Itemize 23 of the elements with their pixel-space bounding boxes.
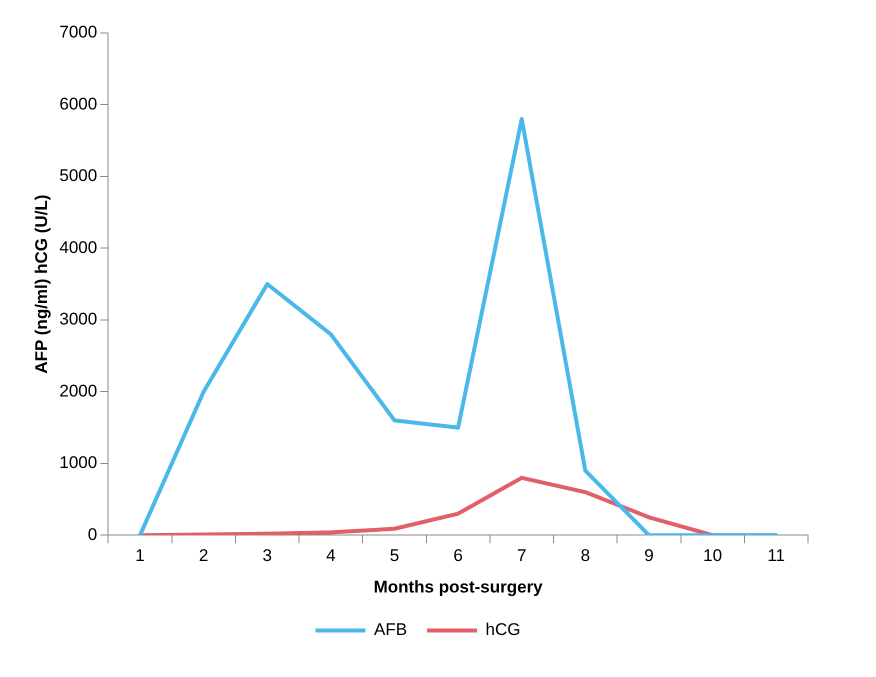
x-axis-title: Months post-surgery — [374, 577, 544, 596]
x-tick-label: 5 — [390, 546, 400, 566]
x-tick-label: 2 — [198, 546, 208, 566]
legend-label: hCG — [486, 620, 521, 640]
y-tick-label: 4000 — [59, 238, 98, 257]
x-tick-label: 11 — [767, 546, 786, 566]
y-axis-title: AFP (ng/ml) hCG (U/L) — [32, 194, 51, 374]
y-tick-label: 2000 — [59, 381, 98, 400]
y-tick-label: 3000 — [59, 310, 98, 329]
x-tick-label: 10 — [703, 546, 722, 566]
x-tick-label: 1 — [135, 546, 145, 566]
y-tick-label: 6000 — [59, 94, 98, 114]
x-tick-label: 8 — [580, 546, 590, 566]
y-tick-label: 1000 — [59, 453, 98, 472]
y-tick-label: 7000 — [59, 22, 98, 42]
x-tick-label: 9 — [644, 546, 654, 566]
legend-label: AFB — [374, 620, 408, 640]
x-tick-label: 6 — [453, 546, 463, 566]
y-tick-label: 0 — [88, 524, 98, 544]
y-tick-label: 5000 — [59, 166, 98, 186]
x-tick-label: 3 — [262, 546, 272, 566]
x-tick-label: 4 — [326, 546, 336, 566]
x-tick-label: 7 — [516, 546, 526, 566]
